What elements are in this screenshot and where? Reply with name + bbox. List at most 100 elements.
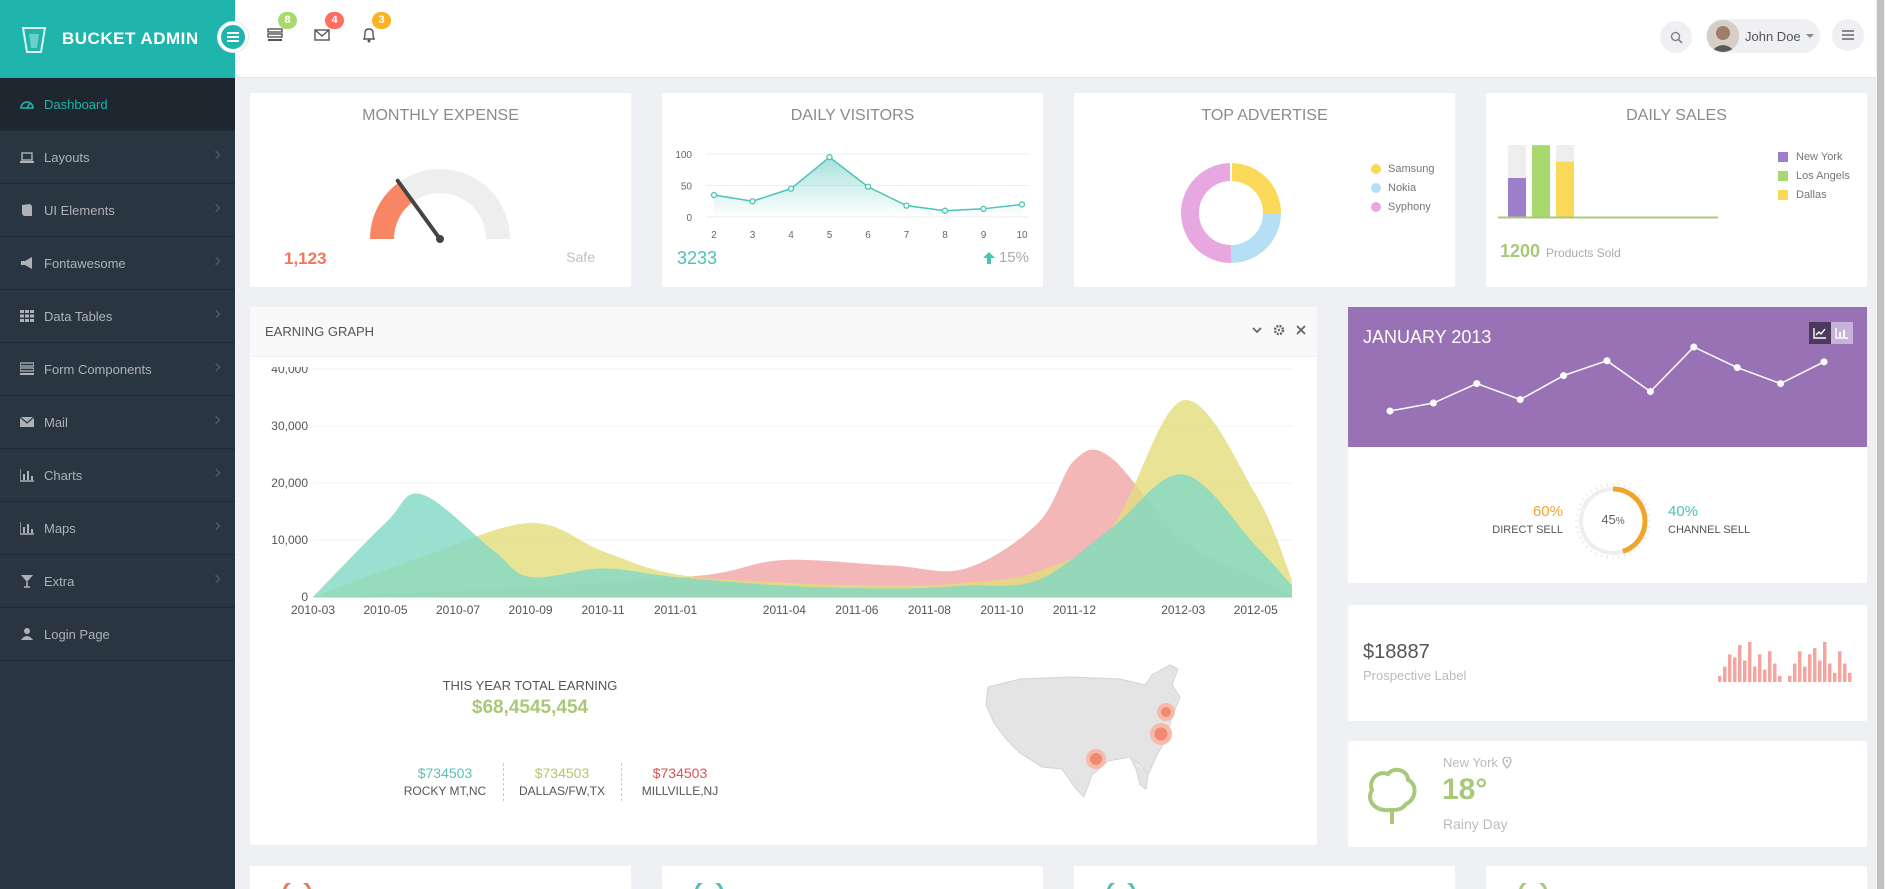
laptop-icon [20, 150, 34, 164]
earning-graph-title: EARNING GRAPH [265, 324, 375, 339]
chevron-right-icon [211, 309, 221, 319]
legend-new-york: New York [1778, 147, 1850, 166]
tree-icon [1368, 767, 1417, 824]
january-point [1603, 357, 1611, 365]
january-point [1646, 388, 1654, 396]
us-map [985, 664, 1181, 798]
legend-label: Dallas [1796, 188, 1827, 201]
gauge-tick [1600, 484, 1603, 488]
envelope-icon [20, 415, 34, 429]
x-tick-label: 5 [827, 230, 833, 241]
close-icon[interactable] [1295, 324, 1307, 336]
sidebar-item-label: Form Components [44, 361, 152, 377]
sparkline-bar [1748, 642, 1752, 682]
gauge-tick [1585, 493, 1589, 497]
mail-notification-button[interactable]: 4 [306, 12, 344, 51]
x-tick-label: 2012-03 [1161, 603, 1205, 617]
search-button[interactable] [1660, 21, 1692, 53]
sidebar-toggle-button[interactable] [218, 22, 248, 52]
sidebar-item-dashboard[interactable]: Dashboard [0, 78, 235, 131]
daily-sales-title: DAILY SALES [1626, 107, 1727, 124]
expense-status: Safe [566, 249, 595, 265]
sidebar-item-layouts[interactable]: Layouts [0, 131, 235, 184]
sidebar-item-charts[interactable]: Charts [0, 449, 235, 502]
sidebar-item-label: Extra [44, 573, 75, 589]
sparkline-bar [1793, 663, 1797, 682]
x-tick-label: 2011-06 [835, 603, 878, 617]
user-menu[interactable]: John Doe [1706, 19, 1820, 53]
sidebar-item-fontawesome[interactable]: Fontawesome [0, 237, 235, 290]
gauge-tick [1581, 541, 1585, 544]
gauge-pivot [436, 235, 444, 243]
stat-label: ROCKY MT,NC [403, 784, 487, 798]
bullhorn-icon [20, 256, 34, 270]
gauge-tick [1633, 489, 1636, 493]
visitors-point [710, 191, 718, 199]
dashboard-icon [20, 97, 34, 111]
divider [621, 763, 622, 801]
stat-value: $734503 [417, 765, 473, 781]
earning-area-series-3 [313, 474, 1292, 597]
visitors-point [864, 183, 872, 190]
gauge-tick [1590, 549, 1593, 553]
gauge-tick [1585, 545, 1589, 549]
sidebar-item-data-tables[interactable]: Data Tables [0, 290, 235, 343]
sidebar-item-form-components[interactable]: Form Components [0, 343, 235, 396]
bar-chart-toggle[interactable] [1831, 322, 1853, 344]
daily-visitors-card: DAILY VISITORS 100 50 0 2 3 4 5 6 7 8 9 10 3233 15% [662, 93, 1043, 287]
tasks-notification-button[interactable]: 8 [259, 12, 297, 51]
advertise-legend: Samsung Nokia Syphony [1371, 159, 1434, 216]
chevron-right-icon [211, 203, 221, 213]
earning-area-series-1 [313, 449, 1292, 597]
y-tick-label: 50 [681, 182, 693, 193]
stat-label: DALLAS/FW,TX [518, 784, 606, 798]
gauge-tick [1581, 498, 1585, 501]
sidebar-item-extra[interactable]: Extra [0, 555, 235, 608]
gear-icon[interactable] [1273, 324, 1285, 336]
sparkline-bar [1733, 657, 1737, 682]
sales-bar-new-york [1508, 178, 1526, 217]
sidebar-item-ui-elements[interactable]: UI Elements [0, 184, 235, 237]
alerts-notification-button[interactable]: 3 [353, 12, 391, 51]
sales-label: Products Sold [1546, 246, 1621, 260]
bottom-card-4 [1486, 866, 1867, 889]
sparkline-bar [1778, 675, 1782, 682]
th-icon [20, 309, 34, 323]
january-point [1690, 343, 1698, 351]
top-bar: 8 4 3 [235, 0, 1885, 78]
sparkline-bar [1768, 651, 1772, 682]
visitors-change: 15% [982, 249, 1029, 266]
gauge-tick [1637, 493, 1641, 497]
search-icon [1670, 31, 1683, 44]
sidebar-item-maps[interactable]: Maps [0, 502, 235, 555]
sidebar-item-label: Dashboard [44, 96, 108, 112]
january-header: JANUARY 2013 [1348, 307, 1867, 447]
prospective-sparkline [1718, 642, 1852, 682]
gauge-tick [1641, 498, 1645, 501]
gauge-tick [1595, 486, 1598, 491]
sales-value: 1200 [1500, 241, 1541, 261]
sparkline-bar [1718, 675, 1722, 682]
sidebar-item-login-page[interactable]: Login Page [0, 608, 235, 661]
sales-total: 1200 Products Sold [1500, 241, 1621, 262]
gauge-tick [1637, 545, 1641, 549]
legend-label: Nokia [1388, 181, 1417, 194]
line-chart-toggle[interactable] [1809, 322, 1831, 344]
x-tick-label: 2011-04 [763, 603, 806, 617]
stat-dallas: $734503 DALLAS/FW,TX [512, 765, 612, 798]
monthly-expense-title: MONTHLY EXPENSE [362, 107, 519, 124]
sidebar-item-label: Mail [44, 414, 68, 430]
page-scrollbar[interactable] [1876, 0, 1885, 889]
chevron-right-icon [211, 574, 221, 584]
chevron-right-icon [211, 362, 221, 372]
tasks-icon [20, 362, 34, 376]
scrollbar-thumb[interactable] [1877, 0, 1884, 889]
alerts-badge: 3 [372, 12, 391, 29]
x-tick-label: 10 [1016, 230, 1028, 241]
sidebar-item-label: Maps [44, 520, 76, 536]
sidebar-item-mail[interactable]: Mail [0, 396, 235, 449]
chevron-down-icon[interactable] [1251, 324, 1263, 336]
right-sidebar-toggle[interactable] [1832, 19, 1864, 51]
brand[interactable]: BUCKET ADMIN [0, 0, 235, 78]
january-card: JANUARY 2013 60% DIRECT SELL 45% 40% CHA… [1348, 307, 1867, 583]
